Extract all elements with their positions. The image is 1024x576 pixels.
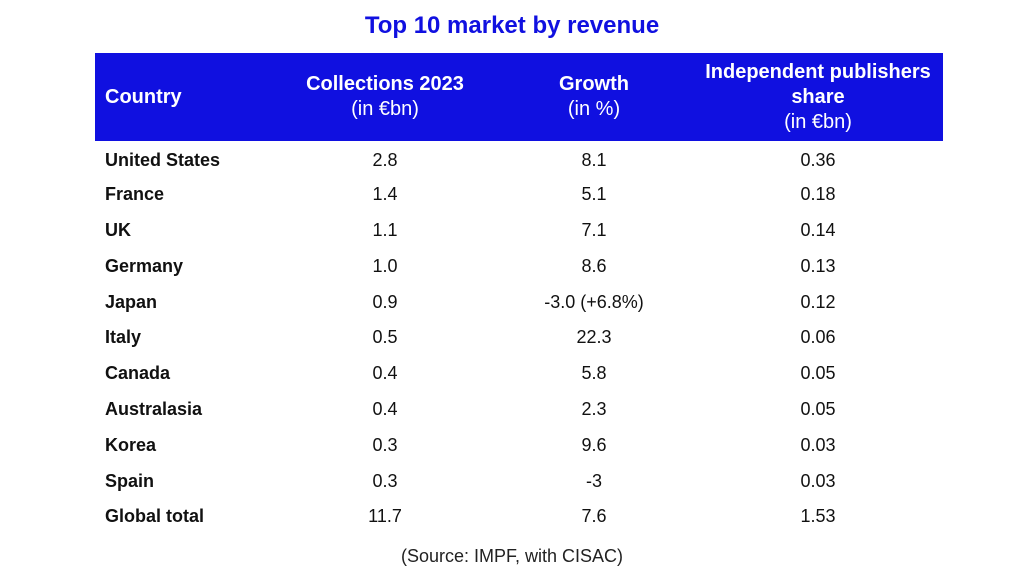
share-cell: 0.14 xyxy=(800,219,836,240)
header-growth-label: Growth xyxy=(559,73,629,95)
share-cell: 0.05 xyxy=(800,363,836,384)
share-cell: 0.05 xyxy=(800,398,836,419)
header-growth-unit: (in %) xyxy=(567,98,621,120)
chart-title: Top 10 market by revenue xyxy=(364,12,660,39)
table-row: Italy 0.5 22.3 0.06 xyxy=(95,320,943,356)
share-cell: 0.03 xyxy=(800,470,836,491)
source-note: (Source: IMPF, with CISAC) xyxy=(400,546,624,566)
share-cell: 0.06 xyxy=(800,327,836,348)
table-row: France 1.4 5.1 0.18 xyxy=(95,177,943,213)
country-cell: Korea xyxy=(105,434,157,455)
header-collections: Collections 2023 (in €bn) xyxy=(275,53,495,141)
country-cell: Germany xyxy=(105,255,184,276)
collections-cell: 1.0 xyxy=(372,255,398,276)
growth-cell: 8.6 xyxy=(581,255,607,276)
market-table: Country Collections 2023 (in €bn) Growth… xyxy=(95,53,943,535)
growth-cell: 7.6 xyxy=(581,506,607,527)
table-row: Korea 0.3 9.6 0.03 xyxy=(95,427,943,463)
growth-cell: 7.1 xyxy=(581,219,607,240)
table-row: Japan 0.9 -3.0 (+6.8%) 0.12 xyxy=(95,284,943,320)
share-cell: 0.18 xyxy=(800,184,836,205)
header-collections-unit: (in €bn) xyxy=(351,98,419,120)
header-growth: Growth (in %) xyxy=(495,53,693,141)
share-cell: 0.03 xyxy=(800,434,836,455)
header-share-unit: (in €bn) xyxy=(784,110,852,133)
country-cell: Canada xyxy=(105,363,171,384)
table-body: United States 2.8 8.1 0.36 France 1.4 5.1 0.18 U… xyxy=(95,141,943,535)
growth-cell: 9.6 xyxy=(581,434,607,455)
growth-cell: 8.1 xyxy=(581,150,607,171)
collections-cell: 0.3 xyxy=(372,434,398,455)
collections-cell: 0.4 xyxy=(372,363,398,384)
collections-cell: 11.7 xyxy=(368,506,402,527)
table-row: Spain 0.3 -3 0.03 xyxy=(95,463,943,499)
country-cell: United States xyxy=(105,150,221,171)
table-row: Germany 1.0 8.6 0.13 xyxy=(95,248,943,284)
collections-cell: 0.3 xyxy=(372,470,398,491)
growth-cell: -3 xyxy=(585,470,602,491)
country-cell: Global total xyxy=(105,506,204,527)
header-country-label: Country xyxy=(105,85,182,108)
table-row: Australasia 0.4 2.3 0.05 xyxy=(95,392,943,428)
collections-cell: 1.4 xyxy=(372,184,398,205)
growth-cell: -3.0 (+6.8%) xyxy=(544,291,644,312)
table-row: United States 2.8 8.1 0.36 xyxy=(95,141,943,177)
collections-cell: 1.1 xyxy=(372,219,398,240)
share-cell: 0.36 xyxy=(800,150,836,171)
growth-cell: 5.1 xyxy=(581,184,607,205)
header-collections-label: Collections 2023 xyxy=(306,73,464,95)
table-row: Global total 11.7 7.6 1.53 xyxy=(95,499,943,535)
growth-cell: 5.8 xyxy=(581,363,607,384)
table-row: UK 1.1 7.1 0.14 xyxy=(95,213,943,249)
header-share: Independent publishers share (in €bn) xyxy=(693,53,943,141)
header-share-label: Independent publishers share xyxy=(705,60,931,108)
collections-cell: 0.9 xyxy=(372,291,398,312)
share-cell: 0.13 xyxy=(800,255,836,276)
share-cell: 1.53 xyxy=(800,506,836,527)
collections-cell: 0.5 xyxy=(372,327,398,348)
collections-cell: 0.4 xyxy=(372,398,398,419)
table-row: Canada 0.4 5.8 0.05 xyxy=(95,356,943,392)
country-cell: Australasia xyxy=(105,398,203,419)
table-header-row: Country Collections 2023 (in €bn) Growth… xyxy=(95,53,943,141)
share-cell: 0.12 xyxy=(800,291,836,312)
country-cell: UK xyxy=(105,219,131,240)
country-cell: Spain xyxy=(105,470,155,491)
growth-cell: 2.3 xyxy=(581,398,607,419)
header-country: Country xyxy=(95,53,275,141)
country-cell: Japan xyxy=(105,291,158,312)
collections-cell: 2.8 xyxy=(372,150,398,171)
country-cell: France xyxy=(105,184,165,205)
country-cell: Italy xyxy=(105,327,142,348)
growth-cell: 22.3 xyxy=(576,327,612,348)
